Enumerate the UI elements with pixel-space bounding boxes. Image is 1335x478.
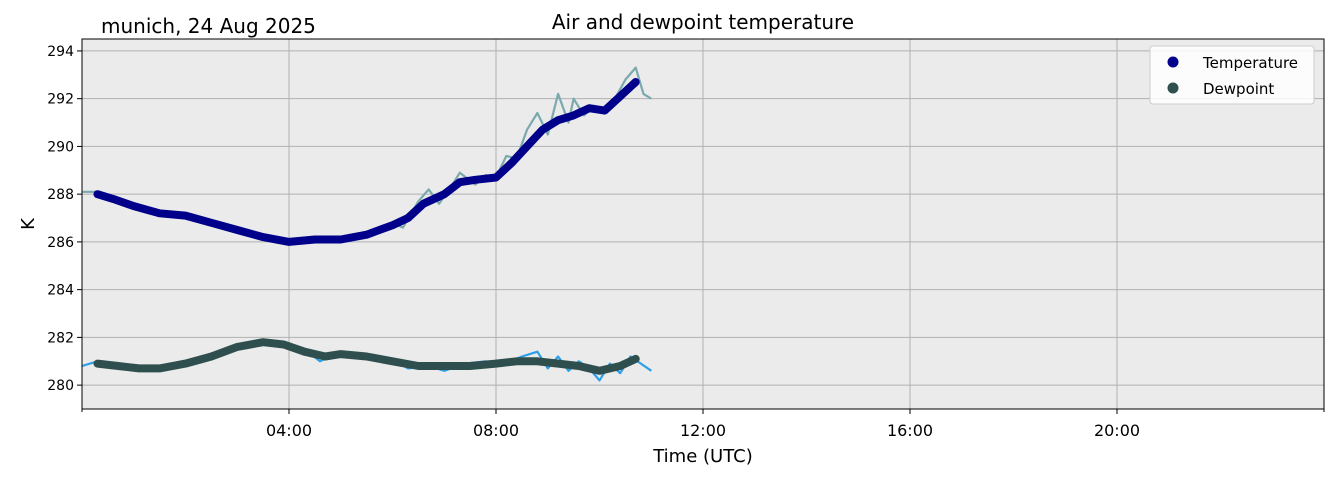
ticks: 04:00 08:00 12:00 16:00 20:00 280 282 284 286 288… xyxy=(47,44,1325,440)
x-tick-label: 12:00 xyxy=(680,421,726,440)
chart-title: Air and dewpoint temperature xyxy=(552,10,854,34)
temperature-series-line xyxy=(93,78,640,246)
y-tick-label: 290 xyxy=(47,139,74,155)
legend-marker-temperature xyxy=(1167,56,1179,68)
y-axis-label: K xyxy=(18,217,39,230)
series-layer xyxy=(81,66,652,382)
legend-label-dewpoint: Dewpoint xyxy=(1203,80,1274,98)
x-tick-label: 08:00 xyxy=(473,421,519,440)
y-tick-label: 286 xyxy=(47,235,74,251)
legend-label-temperature: Temperature xyxy=(1202,54,1298,72)
chart-subtitle: munich, 24 Aug 2025 xyxy=(101,14,316,38)
legend: Temperature Dewpoint xyxy=(1149,45,1315,105)
y-tick-label: 294 xyxy=(47,44,74,60)
dewpoint-series-line xyxy=(93,338,640,375)
x-tick-label: 04:00 xyxy=(266,421,312,440)
legend-box xyxy=(1149,45,1315,105)
y-tick-label: 284 xyxy=(47,283,74,299)
y-tick-label: 282 xyxy=(47,330,74,346)
x-axis-label: Time (UTC) xyxy=(652,446,753,467)
y-tick-label: 280 xyxy=(47,378,74,394)
y-tick-label: 288 xyxy=(47,187,74,203)
x-tick-label: 16:00 xyxy=(887,421,933,440)
y-tick-label: 292 xyxy=(47,92,74,108)
legend-marker-dewpoint xyxy=(1167,82,1179,94)
x-tick-label: 20:00 xyxy=(1094,421,1140,440)
